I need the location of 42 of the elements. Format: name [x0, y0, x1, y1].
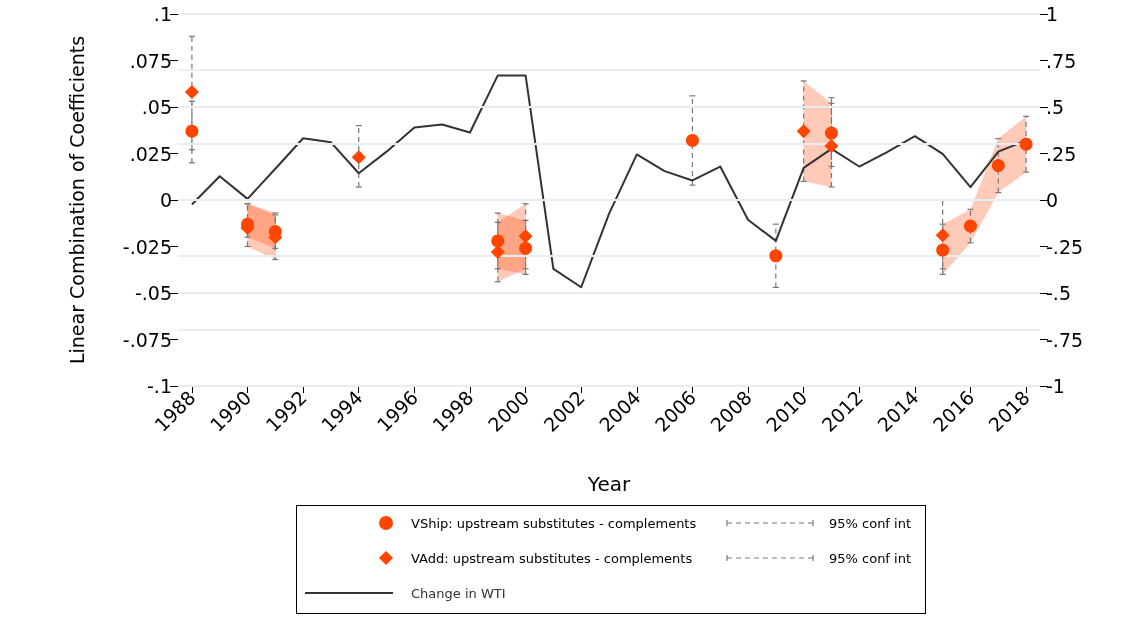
y2-tick-label: -.75 [1046, 328, 1084, 351]
point [185, 124, 199, 138]
point [518, 229, 533, 244]
text: 95% conf int [829, 515, 912, 531]
y-tick-label: .025 [129, 142, 172, 165]
y2-tick-label: -1 [1046, 375, 1065, 397]
y2-tick-label: .5 [1046, 96, 1065, 118]
y2-tick-label: .75 [1046, 49, 1077, 72]
y-tick-label: -.1 [147, 375, 172, 397]
point [935, 228, 950, 243]
y2-tick-label: -.25 [1046, 235, 1084, 258]
y-tick-label: .1 [153, 3, 172, 25]
point [769, 249, 783, 263]
point [519, 241, 533, 255]
y2-tick-label: .25 [1046, 142, 1077, 165]
y-tick-label: -.05 [134, 282, 172, 304]
point [991, 159, 1005, 173]
point [490, 245, 505, 260]
y-tick-label: -.025 [122, 235, 172, 258]
point [964, 219, 977, 233]
y2-tick-label: 1 [1046, 3, 1059, 25]
point [936, 243, 950, 257]
point [685, 133, 699, 147]
legend-label: VAdd: upstream substitutes - complements [411, 550, 693, 566]
y-tick-label: .075 [129, 49, 172, 72]
y-axis-title: Linear Combination of Coefficients [65, 35, 88, 365]
point [796, 124, 811, 139]
y2-tick-label: -.5 [1046, 282, 1071, 304]
point [184, 85, 199, 100]
point [824, 139, 839, 154]
point [1019, 137, 1033, 151]
text: 95% conf int [829, 550, 912, 566]
x-axis-title: Year [586, 472, 631, 496]
legend-label: VShip: upstream substitutes - complements [411, 515, 697, 531]
point [824, 126, 838, 140]
point [491, 234, 505, 248]
y-tick-label: .05 [141, 96, 172, 118]
point [351, 150, 366, 165]
y-tick-label: -.075 [122, 328, 172, 351]
y-tick-label: 0 [159, 189, 172, 211]
text: Change in WTI [411, 585, 506, 601]
y2-tick-label: 0 [1046, 189, 1059, 211]
